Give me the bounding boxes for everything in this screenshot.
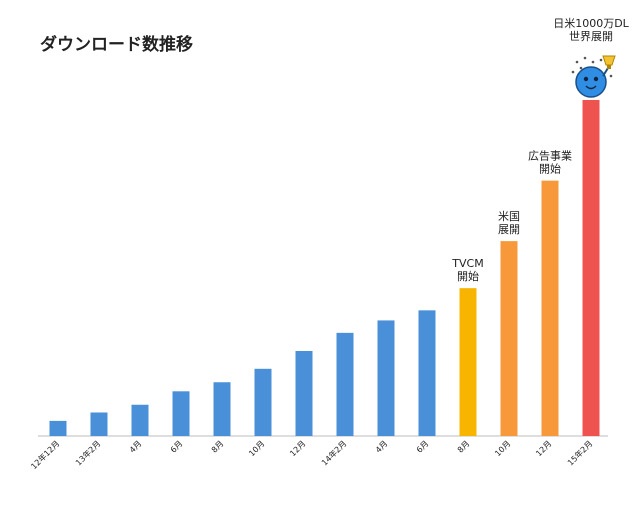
x-tick-label: 6月 — [169, 439, 185, 455]
bar-9 — [418, 310, 436, 436]
bar-6 — [295, 350, 313, 436]
x-tick-label: 6月 — [415, 439, 431, 455]
x-tick-label: 8月 — [456, 439, 472, 455]
tick-labels-group: 12年12月 13年2月 4月 6月 8月 10月 12月 14年2月 4月 6月 8月 10月 12月… — [29, 438, 595, 471]
bar-12 — [541, 180, 559, 436]
annotation-label: 開始 — [457, 269, 479, 283]
bar-1 — [90, 412, 108, 436]
x-tick-label: 12月 — [288, 439, 307, 458]
annotation-label: 日米1000万DL — [553, 17, 629, 30]
bar-3 — [172, 391, 190, 436]
annotation-label: 世界展開 — [569, 30, 613, 43]
x-tick-label: 4月 — [128, 439, 144, 455]
x-tick-label: 4月 — [374, 439, 390, 455]
bar-2 — [131, 404, 149, 436]
x-tick-label: 10月 — [493, 439, 512, 458]
annotation-label: TVCM — [451, 257, 483, 270]
blue-mascot-trophy-icon — [571, 55, 616, 98]
bar-7 — [336, 332, 354, 436]
bar-4 — [213, 382, 231, 436]
bars-group — [49, 100, 600, 436]
x-tick-label: 13年2月 — [73, 438, 102, 467]
x-tick-label: 12月 — [534, 439, 553, 458]
x-tick-label: 12年12月 — [29, 438, 62, 471]
bar-10 — [459, 288, 477, 436]
x-tick-label: 8月 — [210, 439, 226, 455]
x-tick-label: 10月 — [247, 439, 266, 458]
bar-5 — [254, 368, 272, 436]
chart-title: ダウンロード数推移 — [40, 34, 193, 55]
x-tick-label: 14年2月 — [319, 438, 348, 467]
annotation-label: 展開 — [498, 223, 520, 236]
annotation-label: 開始 — [539, 162, 561, 176]
annotation-label: 米国 — [498, 210, 520, 223]
bar-0 — [49, 420, 67, 436]
bar-13 — [582, 100, 600, 436]
bar-11 — [500, 241, 518, 436]
annotation-label: 広告事業 — [528, 150, 572, 163]
bar-8 — [377, 320, 395, 436]
x-tick-label: 15年2月 — [565, 438, 594, 467]
